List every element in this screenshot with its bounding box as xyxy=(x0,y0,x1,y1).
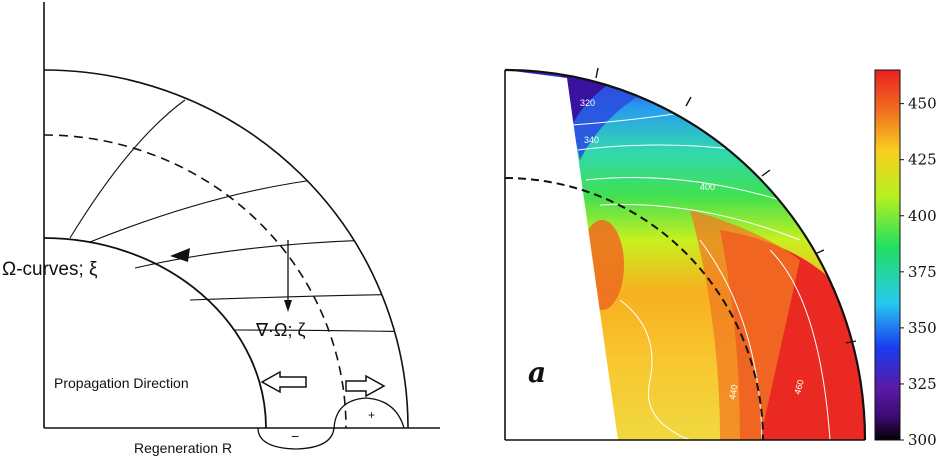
propagation-arrow-left xyxy=(260,370,307,394)
contour-label: 320 xyxy=(580,98,595,108)
excluded-wedge xyxy=(505,70,618,440)
omega-curves-label: Ω-curves; ξ xyxy=(2,259,98,280)
propagation-arrow-right xyxy=(345,374,386,398)
arc-tick xyxy=(814,249,825,255)
colorbar-ticks: 450 425 400 375 350 325 300 xyxy=(900,95,937,449)
colorbar xyxy=(874,69,901,441)
contour-label: 340 xyxy=(584,135,599,145)
omega-curve xyxy=(89,175,408,243)
schematic-panel: Ω-curves; ξ ∇·Ω; ζ Propagation Direction… xyxy=(2,2,440,456)
arc-tick xyxy=(595,67,599,79)
arc-tick xyxy=(761,169,771,177)
contour-line xyxy=(769,249,831,440)
panel-letter: a xyxy=(528,356,546,389)
gradient-arrowhead xyxy=(284,300,292,312)
curve-arrowhead xyxy=(170,248,190,262)
regeneration-label: Regeneration R xyxy=(134,440,232,456)
contour-line xyxy=(599,203,801,241)
gradient-label: ∇·Ω; ζ xyxy=(255,320,305,340)
colorbar-tick-label: 325 xyxy=(908,375,937,393)
omega-curve xyxy=(189,293,408,301)
contour-label: 400 xyxy=(700,182,715,192)
outer-boundary-arc xyxy=(43,69,409,429)
field-dashed-arc xyxy=(504,177,764,441)
plus-sign-label: + xyxy=(368,408,375,422)
colorbar-tick-label: 375 xyxy=(908,263,937,281)
orange-band xyxy=(690,210,800,440)
colorbar-tick-label: 400 xyxy=(908,207,937,225)
colormap-panel: 320 340 400 440 460 a 450 425 400 375 350 325… xyxy=(504,67,937,449)
colorbar-tick-label: 425 xyxy=(908,151,937,169)
contour-line xyxy=(619,299,691,440)
contour-label: 440 xyxy=(727,384,739,401)
colorbar-tick-label: 350 xyxy=(908,319,937,337)
contour-label: 460 xyxy=(792,378,806,395)
propagation-direction-label: Propagation Direction xyxy=(54,375,189,391)
omega-curve xyxy=(69,99,186,239)
inner-core-arc xyxy=(43,237,267,429)
arc-tick xyxy=(685,96,692,107)
colorbar-tick-label: 450 xyxy=(908,95,937,113)
contour-line xyxy=(577,144,741,151)
arc-tick xyxy=(845,340,857,344)
colorbar-tick-label: 300 xyxy=(908,431,937,449)
field-outer-arc xyxy=(504,68,867,441)
regeneration-lobe-plus xyxy=(333,397,405,429)
contour-line xyxy=(585,177,781,201)
regeneration-lobe-minus xyxy=(257,427,335,450)
omega-curve xyxy=(134,239,408,269)
minus-sign-label: − xyxy=(291,428,299,444)
